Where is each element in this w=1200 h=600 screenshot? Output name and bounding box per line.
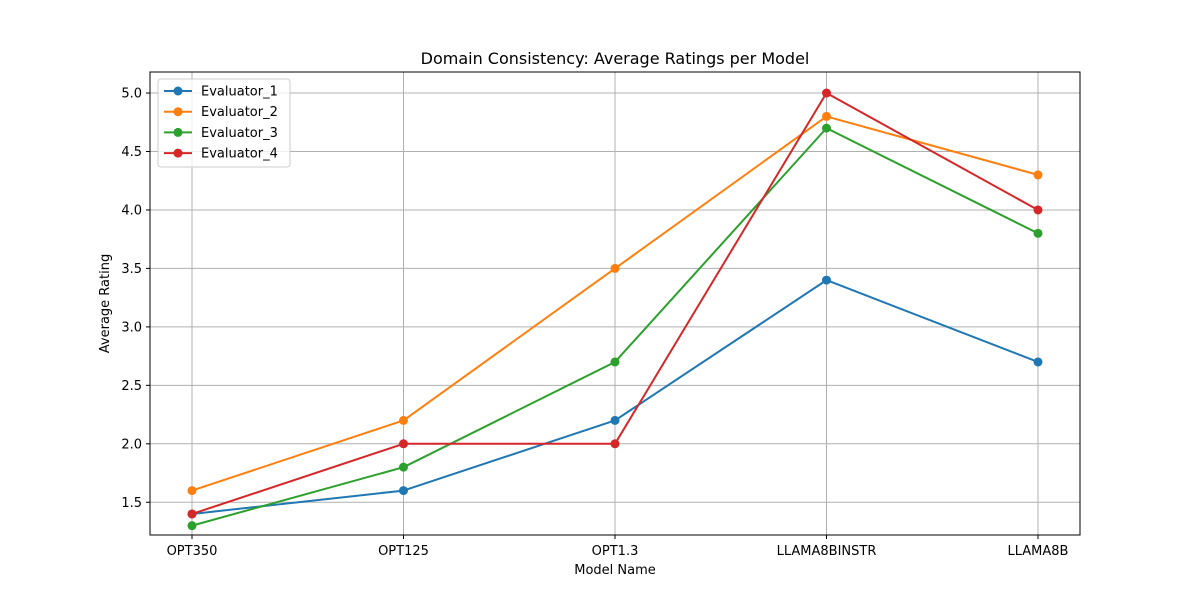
legend-label: Evaluator_1 <box>201 85 278 100</box>
x-tick-label: OPT125 <box>378 544 429 559</box>
data-point <box>1033 170 1043 180</box>
data-point <box>822 88 831 98</box>
data-point <box>822 275 831 285</box>
x-axis-ticks: OPT350 OPT125 OPT1.3 LLAMA8BINSTR LLAMA8B <box>167 535 1069 559</box>
series-1 <box>187 275 1043 519</box>
legend-marker <box>173 86 183 96</box>
x-tick-label: LLAMA8B <box>1008 544 1069 559</box>
data-point <box>610 263 620 273</box>
y-tick-label: 5.0 <box>121 87 142 102</box>
data-point <box>822 111 831 121</box>
y-axis-label: Average Rating <box>98 254 113 353</box>
data-point <box>187 486 197 496</box>
legend-items: Evaluator_1 Evaluator_2 Evaluator_3 Evaluat… <box>164 85 278 162</box>
data-point <box>399 439 408 449</box>
data-point <box>610 357 620 367</box>
legend-label: Evaluator_3 <box>201 126 278 141</box>
y-tick-label: 4.0 <box>121 203 142 218</box>
y-tick-label: 2.0 <box>121 437 142 452</box>
chart-title: Domain Consistency: Average Ratings per … <box>421 49 810 68</box>
legend-item: Evaluator_2 <box>164 105 278 120</box>
y-tick-label: 3.5 <box>121 262 142 277</box>
y-axis-ticks: 1.5 2.0 2.5 3.0 3.5 4.0 4.5 5.0 <box>121 87 150 511</box>
data-point <box>1033 205 1043 215</box>
legend-box <box>157 78 291 168</box>
legend-label: Evaluator_4 <box>201 147 278 162</box>
data-point <box>187 521 197 531</box>
data-point <box>610 439 620 449</box>
series-layer <box>187 88 1043 531</box>
legend: Evaluator_1 Evaluator_2 Evaluator_3 Evaluat… <box>157 78 291 168</box>
data-point <box>1033 228 1043 238</box>
y-tick-label: 4.5 <box>121 145 142 160</box>
legend-marker <box>173 148 183 158</box>
data-point <box>1033 357 1043 367</box>
data-point <box>399 415 408 425</box>
series-2 <box>187 111 1043 496</box>
x-tick-label: OPT350 <box>167 544 218 559</box>
x-tick-label: OPT1.3 <box>592 544 639 559</box>
legend-label: Evaluator_2 <box>201 105 278 120</box>
data-point <box>399 462 408 472</box>
legend-item: Evaluator_1 <box>164 85 278 100</box>
series-3 <box>187 123 1043 531</box>
series-4 <box>187 88 1043 519</box>
legend-item: Evaluator_3 <box>164 126 278 141</box>
x-axis-label: Model Name <box>574 563 656 578</box>
y-tick-label: 1.5 <box>121 496 142 511</box>
data-point <box>187 509 197 519</box>
data-point <box>822 123 831 133</box>
y-tick-label: 2.5 <box>121 379 142 394</box>
x-tick-label: LLAMA8BINSTR <box>777 544 877 559</box>
data-point <box>399 486 408 496</box>
legend-marker <box>173 107 183 117</box>
legend-marker <box>173 127 183 137</box>
legend-item: Evaluator_4 <box>164 147 278 162</box>
y-tick-label: 3.0 <box>121 320 142 335</box>
data-point <box>610 415 620 425</box>
